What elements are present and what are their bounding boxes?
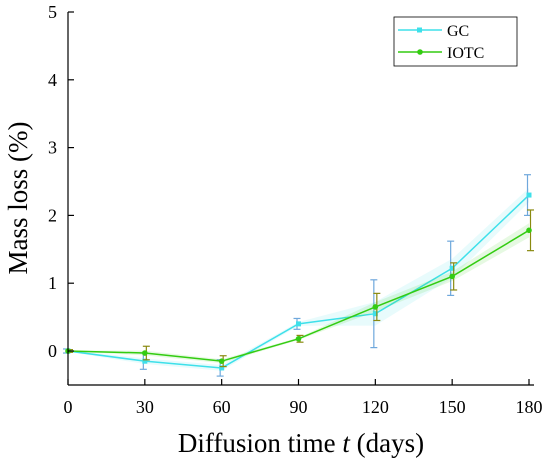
data-point-gc (372, 311, 378, 317)
data-point-iotc (372, 304, 379, 310)
x-axis-title-unit: (days) (350, 428, 424, 458)
x-tick-label: 0 (64, 397, 73, 417)
y-tick-label: 4 (48, 70, 57, 90)
data-point-gc (296, 321, 301, 327)
x-axis-title-variable: t (342, 428, 351, 458)
data-point-gc (526, 192, 532, 198)
legend-box (393, 16, 518, 67)
data-point-gc (449, 265, 455, 271)
data-point-gc (142, 358, 148, 364)
x-tick-label: 90 (290, 397, 308, 417)
x-tick-label: 120 (362, 397, 389, 417)
legend-marker-gc (417, 27, 422, 33)
data-point-iotc (526, 227, 532, 234)
legend-marker-iotc (417, 49, 423, 55)
y-axis-title: Mass loss (%) (3, 122, 33, 275)
y-tick-label: 0 (48, 341, 57, 361)
legend-label-iotc: IOTC (447, 45, 484, 62)
legend-label-gc: GC (447, 23, 469, 40)
legend: GC IOTC (393, 16, 518, 67)
x-tick-label: 180 (516, 397, 543, 417)
data-point-iotc (218, 358, 225, 364)
y-tick-label: 1 (48, 273, 57, 293)
x-tick-label: 150 (439, 397, 466, 417)
plot-area (63, 174, 534, 377)
y-tick-label: 2 (48, 205, 57, 225)
data-point-iotc (142, 350, 148, 356)
data-point-iotc (449, 273, 455, 280)
y-tick-label: 3 (48, 138, 57, 158)
x-axis-title-main: Diffusion time (178, 428, 343, 458)
data-point-iotc (295, 335, 302, 342)
axis-ticks: 0 30 60 90 120 150 180 0 1 2 3 4 5 (48, 2, 543, 417)
x-tick-label: 30 (136, 397, 154, 417)
y-tick-label: 5 (48, 2, 57, 22)
data-point-gc (219, 365, 225, 371)
x-axis-title: Diffusion time t (days) (178, 428, 424, 458)
x-tick-label: 60 (213, 397, 231, 417)
series-band-gc (68, 187, 529, 371)
